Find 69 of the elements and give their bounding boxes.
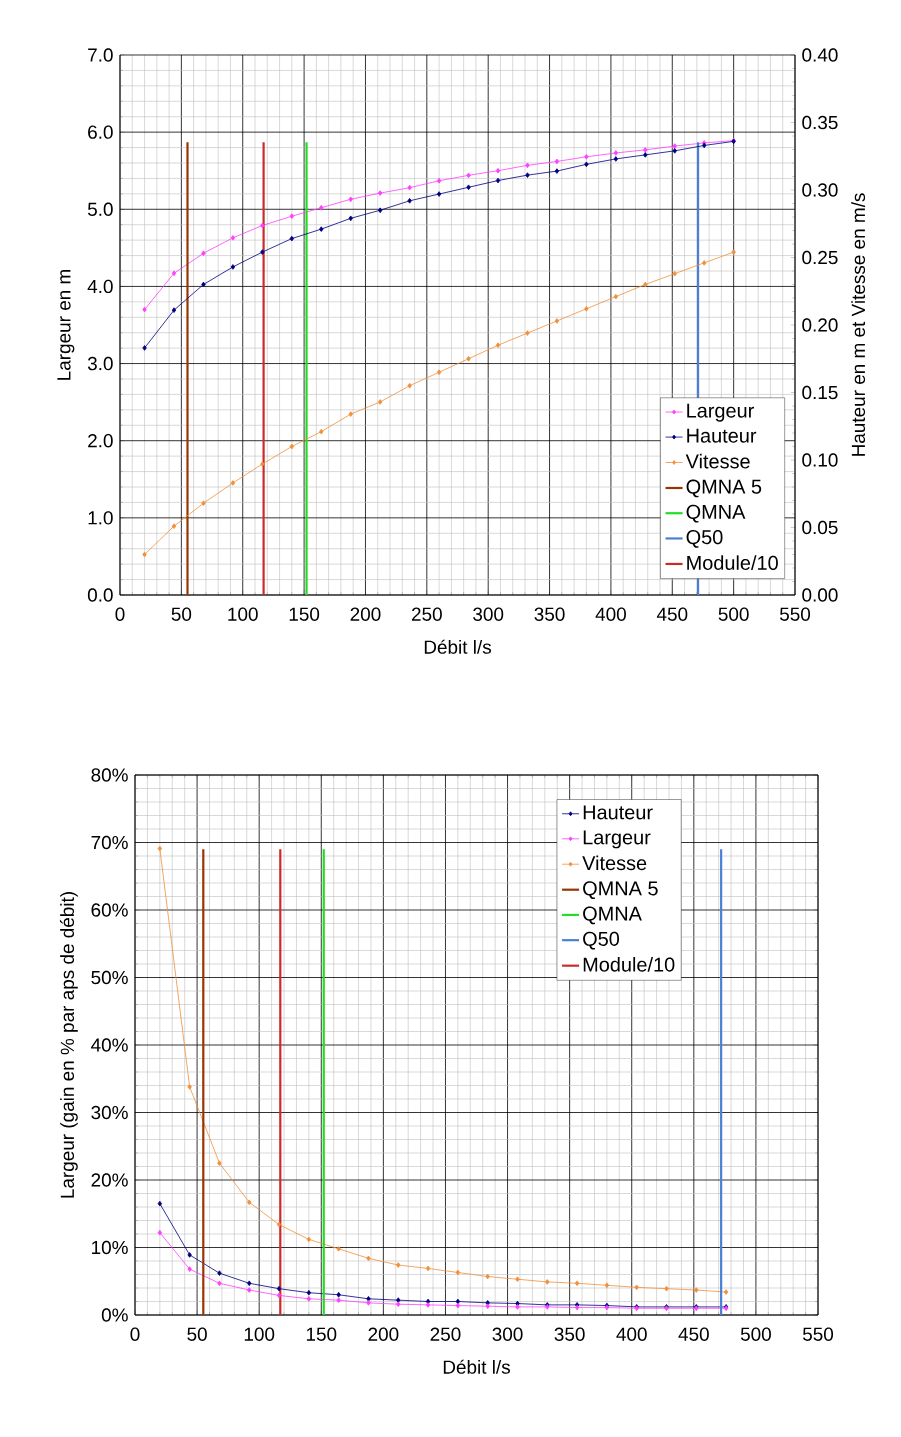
legend-label: Largeur [687,403,754,422]
x-tick-label: 450 [656,607,688,621]
legend-label: Q50 [583,931,620,950]
x-tick-label: 0 [115,607,125,621]
y-tick-label: 50% [91,970,128,985]
y-tick-label: 4.0 [87,279,113,294]
legend-label: QMNA [686,504,746,523]
legend-label: Q50 [686,530,723,548]
y2-tick-label: 0.35 [802,115,838,130]
legend-label: Hauteur [583,805,653,820]
y-tick-label: 0% [101,1308,128,1322]
x-axis-title: Débit l/s [443,1359,510,1374]
y2-tick-label: 0.40 [802,48,838,62]
x-tick-label: 50 [171,607,192,621]
x-tick-label: 400 [616,1327,647,1341]
y-tick-label: 5.0 [87,202,113,216]
x-tick-label: 400 [595,607,626,621]
y-tick-label: 7.0 [88,48,113,62]
x-tick-label: 150 [289,607,320,621]
legend-label: Largeur [583,830,651,849]
y-tick-label: 10% [92,1240,128,1255]
x-tick-label: 500 [718,607,749,621]
x-tick-label: 500 [740,1327,771,1341]
x-tick-label: 50 [187,1327,207,1341]
y2-tick-label: 0.30 [802,183,838,197]
x-tick-label: 100 [228,607,258,621]
x-tick-label: 0 [130,1327,140,1341]
x-tick-label: 250 [411,607,442,621]
y2-tick-label: 0.00 [802,588,838,602]
y-tick-label: 60% [91,903,128,917]
y2-tick-label: 0.05 [802,520,838,535]
y2-tick-label: 0.20 [802,318,838,332]
y-tick-label: 70% [91,835,128,850]
x-tick-label: 350 [534,607,565,621]
legend-label: Hauteur [687,428,757,443]
x-tick-label: 200 [368,1327,399,1341]
x-tick-label: 550 [802,1327,834,1341]
legend-label: Module/10 [687,555,778,570]
legend-label: Module/10 [583,957,675,972]
x-tick-label: 550 [779,607,811,621]
x-tick-label: 100 [244,1327,275,1341]
legend-label: Vitesse [685,453,750,469]
legend-label: Vitesse [582,855,647,871]
y-axis-title: Largeur (gain en % par aps de débit) [59,892,78,1198]
y-tick-label: 2.0 [88,434,113,448]
y-axis-title: Largeur en m [57,269,75,380]
y-tick-label: 3.0 [87,356,113,371]
y2-tick-label: 0.25 [802,250,838,265]
legend-label: QMNA 5 [686,479,762,498]
x-tick-label: 200 [350,607,381,621]
y-tick-label: 1.0 [88,511,113,525]
y2-tick-label: 0.15 [802,385,838,400]
x-tick-label: 300 [492,1327,523,1341]
x-tick-label: 350 [554,1327,585,1341]
y-tick-label: 40% [91,1038,128,1052]
x-tick-label: 300 [473,607,504,621]
y-tick-label: 80% [91,768,128,782]
y-tick-label: 20% [91,1173,128,1187]
x-tick-label: 450 [678,1327,709,1341]
x-tick-label: 250 [430,1327,461,1341]
y-tick-label: 30% [91,1105,128,1120]
legend-label: QMNA [583,906,642,925]
y2-tick-label: 0.10 [802,453,838,467]
y2-axis-title: Hauteur en m et Vitesse en m/s [851,193,866,456]
legend-label: QMNA 5 [583,881,658,899]
y-tick-label: 0.0 [87,588,113,602]
y-tick-label: 6.0 [88,125,113,139]
x-axis-title: Débit l/s [424,639,491,654]
x-tick-label: 150 [306,1327,337,1341]
